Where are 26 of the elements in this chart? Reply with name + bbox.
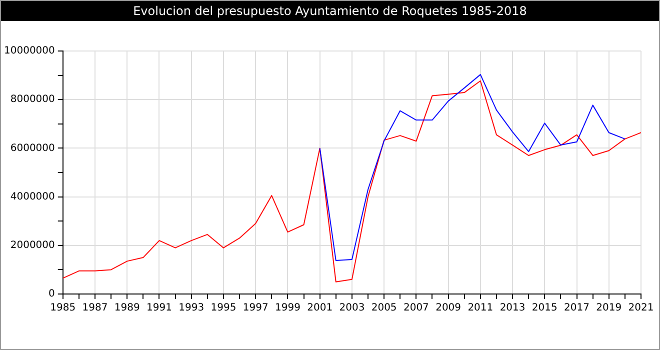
y-tick-label: 10000000	[4, 46, 55, 57]
x-tick-label: 2015	[532, 302, 558, 314]
y-tick-label: 0	[48, 288, 55, 300]
x-tick-label: 2019	[596, 302, 622, 314]
x-tick-label: 1987	[82, 302, 108, 314]
x-tick-label: 2007	[403, 302, 429, 314]
x-tick-label: 1997	[242, 302, 268, 314]
x-tick-label: 2013	[500, 302, 526, 314]
x-tick-label: 2003	[339, 302, 365, 314]
x-tick-label: 1999	[274, 302, 300, 314]
x-tick-label: 2017	[564, 302, 590, 314]
x-tick-label: 1991	[146, 302, 172, 314]
x-tick-label: 1993	[178, 302, 204, 314]
x-tick-label: 2001	[307, 302, 333, 314]
y-tick-label: 8000000	[10, 94, 55, 106]
x-tick-label: 2021	[628, 302, 654, 314]
y-tick-label: 6000000	[10, 142, 55, 154]
y-tick-label: 4000000	[10, 191, 55, 202]
chart-title: Evolucion del presupuesto Ayuntamiento de Roquetes 1985-2018	[1, 1, 659, 21]
x-tick-label: 2005	[371, 302, 397, 314]
x-tick-label: 2011	[468, 302, 494, 314]
x-tick-label: 2009	[436, 302, 462, 314]
x-tick-label: 1985	[50, 302, 76, 314]
x-tick-label: 1995	[210, 302, 236, 314]
y-tick-label: 2000000	[10, 240, 55, 251]
x-tick-label: 1989	[114, 302, 140, 314]
